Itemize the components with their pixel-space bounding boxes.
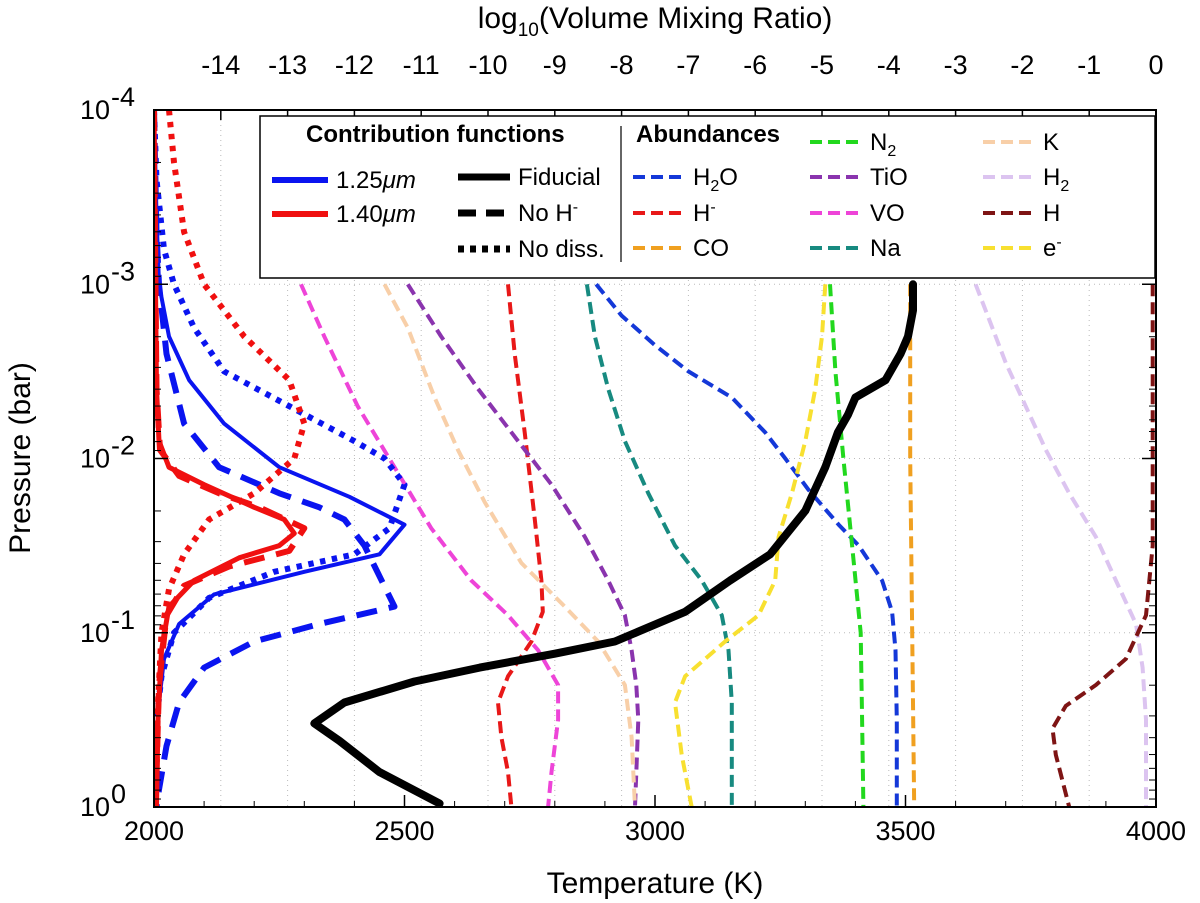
legend-label-cf: 1.40μm: [336, 201, 416, 228]
tick-label-x2: -12: [335, 50, 374, 80]
tick-label-x: 3500: [875, 816, 935, 846]
abundance-line-h2: [973, 283, 1148, 807]
abundance-line-h2o: [594, 283, 899, 807]
tick-label-y: 10: [80, 792, 110, 822]
tick-label-y: 10: [80, 618, 110, 648]
tick-label-y-exp: -2: [111, 431, 135, 461]
tick-label-y-exp: -3: [111, 256, 135, 286]
legend-label-abundance: H: [1043, 200, 1060, 227]
tick-label-x2: -6: [743, 50, 767, 80]
legend-label-cf: 1.25μm: [336, 167, 416, 194]
legend-label-abundance: CO: [693, 235, 729, 262]
abundance-line-co: [908, 284, 917, 807]
legend-label-abundance: TiO: [870, 164, 908, 191]
abundance-line-tio: [406, 283, 641, 807]
abundance-line-n2: [828, 284, 866, 807]
x-axis-title: Temperature (K): [547, 867, 764, 900]
temperature-profile-line: [310, 280, 917, 807]
legend-label-abundance: K: [1043, 129, 1059, 156]
legend-label-abundance: H2: [1043, 164, 1069, 195]
tick-label-x2: -8: [610, 50, 634, 80]
tick-label-x: 3000: [625, 816, 685, 846]
legend-label-style: No diss.: [518, 236, 605, 263]
tick-label-y: 10: [80, 95, 110, 125]
tick-label-y: 10: [80, 269, 110, 299]
tick-label-x2: -1: [1077, 50, 1101, 80]
tick-label-x: 2500: [374, 816, 434, 846]
legend-label-abundance: VO: [870, 200, 905, 227]
legend-label-abundance: H-: [693, 199, 716, 227]
tick-label-x2: -2: [1010, 50, 1034, 80]
legend-contribution-title: Contribution functions: [306, 121, 565, 148]
tick-label-x: 4000: [1126, 816, 1186, 846]
legend: Contribution functions Abundances 1.25μm…: [259, 115, 1156, 279]
abundance-line-h: [496, 284, 545, 807]
legend-label-style: No H-: [518, 199, 578, 227]
abundance-line-k: [382, 283, 637, 807]
x2-axis-title: log10(Volume Mixing Ratio): [478, 2, 833, 41]
tick-label-y-exp: -1: [111, 605, 135, 635]
abundance-line-h: [1050, 284, 1155, 807]
tick-label-y-exp: -4: [111, 82, 135, 112]
y-axis-title: Pressure (bar): [4, 362, 37, 554]
legend-label-abundance: H2O: [693, 164, 738, 195]
legend-label-abundance: Na: [870, 235, 901, 262]
legend-label-abundance: e-: [1043, 234, 1062, 262]
tick-label-x2: 0: [1148, 50, 1163, 80]
abundance-line-vo: [299, 283, 561, 807]
tick-label-x2: -10: [468, 50, 507, 80]
tick-label-x2: -9: [543, 50, 567, 80]
tick-label-x2: -3: [944, 50, 968, 80]
legend-abundance-title: Abundances: [636, 121, 780, 148]
contribution-line-2: [154, 110, 408, 807]
contribution-line-1: [154, 110, 398, 807]
tick-label-y-exp: 0: [111, 779, 126, 809]
abundance-line-e: [673, 284, 828, 807]
tick-label-x2: -4: [877, 50, 901, 80]
tick-label-x2: -11: [403, 50, 440, 80]
legend-label-style: Fiducial: [518, 164, 601, 191]
tick-label-x2: -13: [268, 50, 307, 80]
x2-axis-title-sub: 10: [518, 20, 539, 41]
tick-label-x2: -14: [201, 50, 240, 80]
tick-label-x: 2000: [124, 816, 184, 846]
legend-label-abundance: N2: [870, 129, 896, 160]
series-layer: [154, 110, 1155, 807]
tick-label-x2: -5: [810, 50, 834, 80]
tick-label-x2: -7: [676, 50, 700, 80]
tick-label-y: 10: [80, 444, 110, 474]
abundance-line-na: [584, 283, 734, 807]
